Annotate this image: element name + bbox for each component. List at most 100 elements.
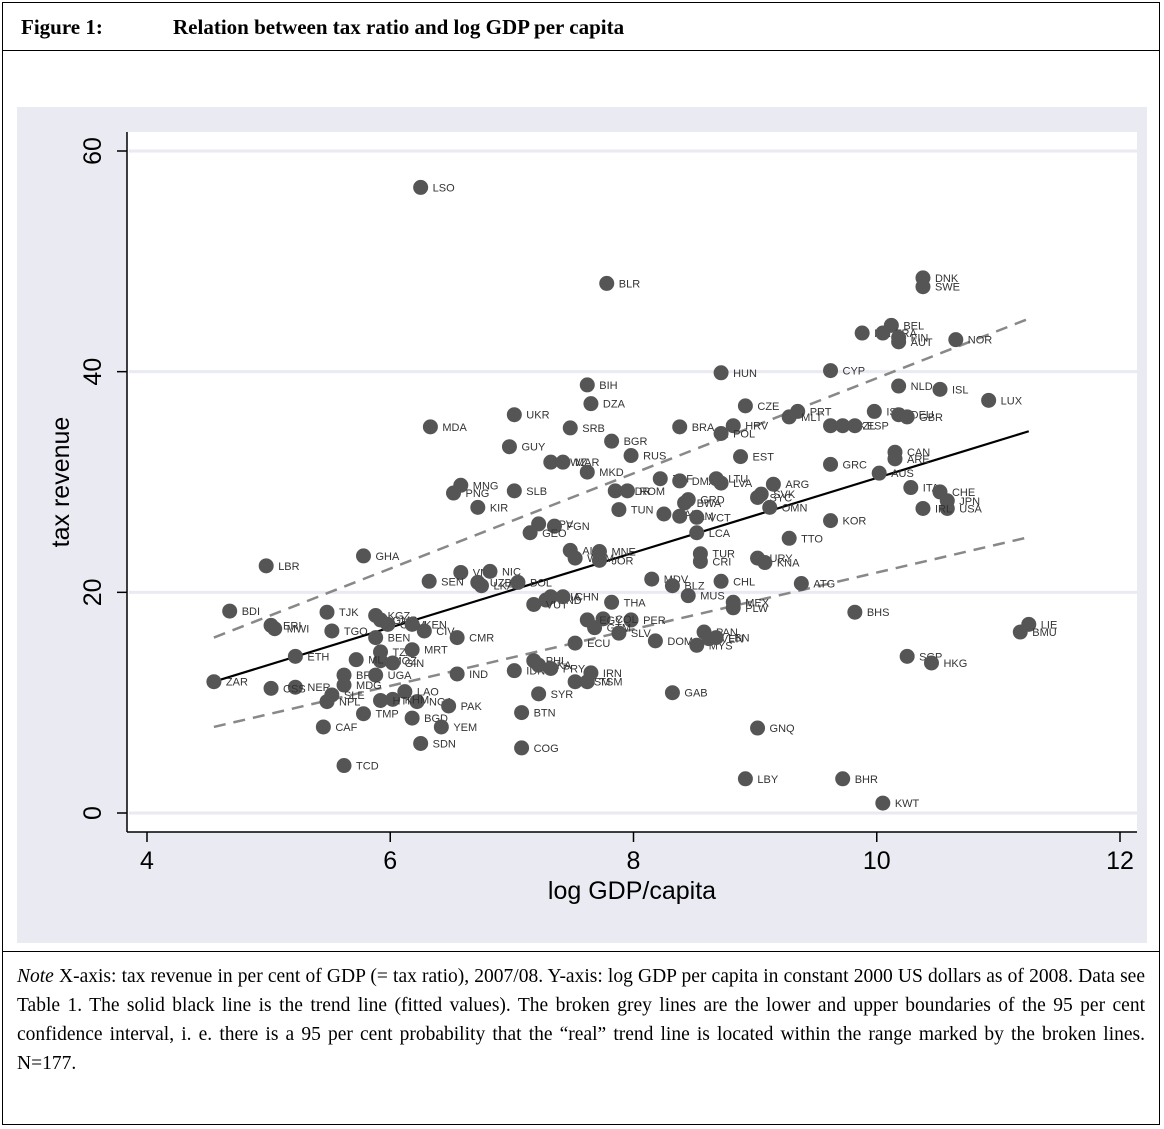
- point-label-srb: SRB: [582, 423, 605, 435]
- point-label-sen: SEN: [441, 576, 464, 588]
- data-point-plw: [725, 600, 741, 616]
- data-point-tsm: [579, 674, 595, 690]
- data-point-ind: [449, 666, 465, 682]
- data-point-mwi: [267, 621, 283, 637]
- point-label-ury: URY: [770, 553, 794, 565]
- data-point-bra: [672, 419, 688, 435]
- point-label-ukr: UKR: [526, 410, 549, 422]
- data-point-tto: [781, 530, 797, 546]
- figure-title-bar: Figure 1: Relation between tax ratio and …: [3, 3, 1159, 51]
- fit-line: [213, 430, 1030, 683]
- data-point-usa: [939, 500, 955, 516]
- data-point-com: [380, 616, 396, 632]
- data-point-bmu: [1012, 624, 1028, 640]
- data-point-chn: [555, 589, 571, 605]
- data-point-ml: [348, 652, 364, 668]
- data-point-sen: [421, 573, 437, 589]
- data-point-mus: [680, 588, 696, 604]
- data-point-bih: [579, 377, 595, 393]
- data-point-ita2: [903, 480, 919, 496]
- point-label-guy: GUY: [521, 442, 546, 454]
- data-point-rus: [623, 448, 639, 464]
- point-label-mex: MEX: [745, 597, 770, 609]
- data-point-vut: [526, 596, 542, 612]
- point-label-mkd: MKD: [599, 467, 624, 479]
- point-label-slv: SLV: [631, 628, 652, 640]
- data-point-dom: [647, 633, 663, 649]
- plot-region: [127, 132, 1137, 832]
- data-point-sdn: [413, 735, 429, 751]
- point-label-tsm: TSM: [599, 677, 622, 689]
- point-label-lca: LCA: [709, 528, 731, 540]
- data-point-nzl: [835, 418, 851, 434]
- point-label-ind: IND: [469, 669, 488, 681]
- data-point-blr: [599, 275, 615, 291]
- point-label-eri: ERI: [283, 620, 301, 632]
- data-point-hkg: [923, 655, 939, 671]
- point-label-mng: MNG: [473, 480, 499, 492]
- point-label-mne: MNE: [611, 547, 635, 559]
- y-tick-label-3: 60: [79, 137, 107, 165]
- data-point-hun: [713, 365, 729, 381]
- point-label-esp: ESP: [867, 421, 889, 433]
- point-label-est: EST: [753, 452, 775, 464]
- point-label-hun: HUN: [733, 368, 757, 380]
- point-label-yem: YEM: [453, 722, 477, 734]
- data-point-lby: [737, 771, 753, 787]
- point-label-cmr: CMR: [469, 633, 494, 645]
- point-label-arg: ARG: [785, 479, 809, 491]
- y-tick-label-0: 0: [79, 806, 107, 820]
- point-label-gbr: GBR: [919, 412, 943, 424]
- point-label-syc: SYC: [770, 492, 793, 504]
- data-point-lux: [981, 392, 997, 408]
- data-point-fsm: [567, 674, 583, 690]
- point-label-kna: KNA: [777, 558, 800, 570]
- data-point-tjk: [319, 604, 335, 620]
- x-tick-label-2: 8: [627, 847, 641, 875]
- data-point-slb: [506, 483, 522, 499]
- ci-upper-line: [213, 317, 1030, 639]
- figure-note: Note X-axis: tax revenue in per cent of …: [3, 951, 1159, 1124]
- data-point-tha: [604, 594, 620, 610]
- data-point-hrv: [725, 418, 741, 434]
- point-label-bwa: BWA: [697, 498, 722, 510]
- x-tick-label-4: 12: [1106, 847, 1134, 875]
- point-label-bhs: BHS: [867, 607, 890, 619]
- data-point-are: [887, 451, 903, 467]
- data-point-cmr: [449, 630, 465, 646]
- point-label-mus: MUS: [700, 591, 724, 603]
- data-point-pol: [713, 425, 729, 441]
- point-label-nld: NLD: [911, 381, 933, 393]
- point-label-chl: CHL: [733, 576, 755, 588]
- data-point-tun: [611, 502, 627, 518]
- data-point-vct: [689, 509, 705, 525]
- y-tick-label-2: 40: [79, 358, 107, 386]
- data-point-slv: [611, 625, 627, 641]
- point-label-lie: LIE: [1041, 619, 1058, 631]
- point-label-hkg: HKG: [943, 658, 967, 670]
- data-point-lbr: [258, 558, 274, 574]
- data-point-pry: [543, 660, 559, 676]
- data-point-cze: [737, 398, 753, 414]
- data-point-uga: [368, 667, 384, 683]
- point-label-cri: CRI: [712, 556, 731, 568]
- point-label-jor: JOR: [611, 555, 633, 567]
- point-label-tjk: TJK: [339, 607, 359, 619]
- data-point-sdr: [607, 483, 623, 499]
- data-point-nld: [891, 378, 907, 394]
- data-point-hnd: [538, 592, 554, 608]
- data-point-khm: [385, 691, 401, 707]
- point-label-mlt: MLT: [801, 412, 822, 424]
- data-point-lao: [397, 684, 413, 700]
- point-label-vct: VCT: [709, 512, 731, 524]
- data-point-gab: [664, 685, 680, 701]
- data-point-tgo: [324, 623, 340, 639]
- point-label-lbn: LBN: [728, 633, 749, 645]
- data-point-isr: [866, 403, 882, 419]
- point-label-bdi: BDI: [242, 606, 260, 618]
- point-label-caf: CAF: [335, 722, 357, 734]
- data-point-moz: [373, 653, 389, 669]
- data-point-tcd: [336, 758, 352, 774]
- point-label-swe: SWE: [935, 282, 960, 294]
